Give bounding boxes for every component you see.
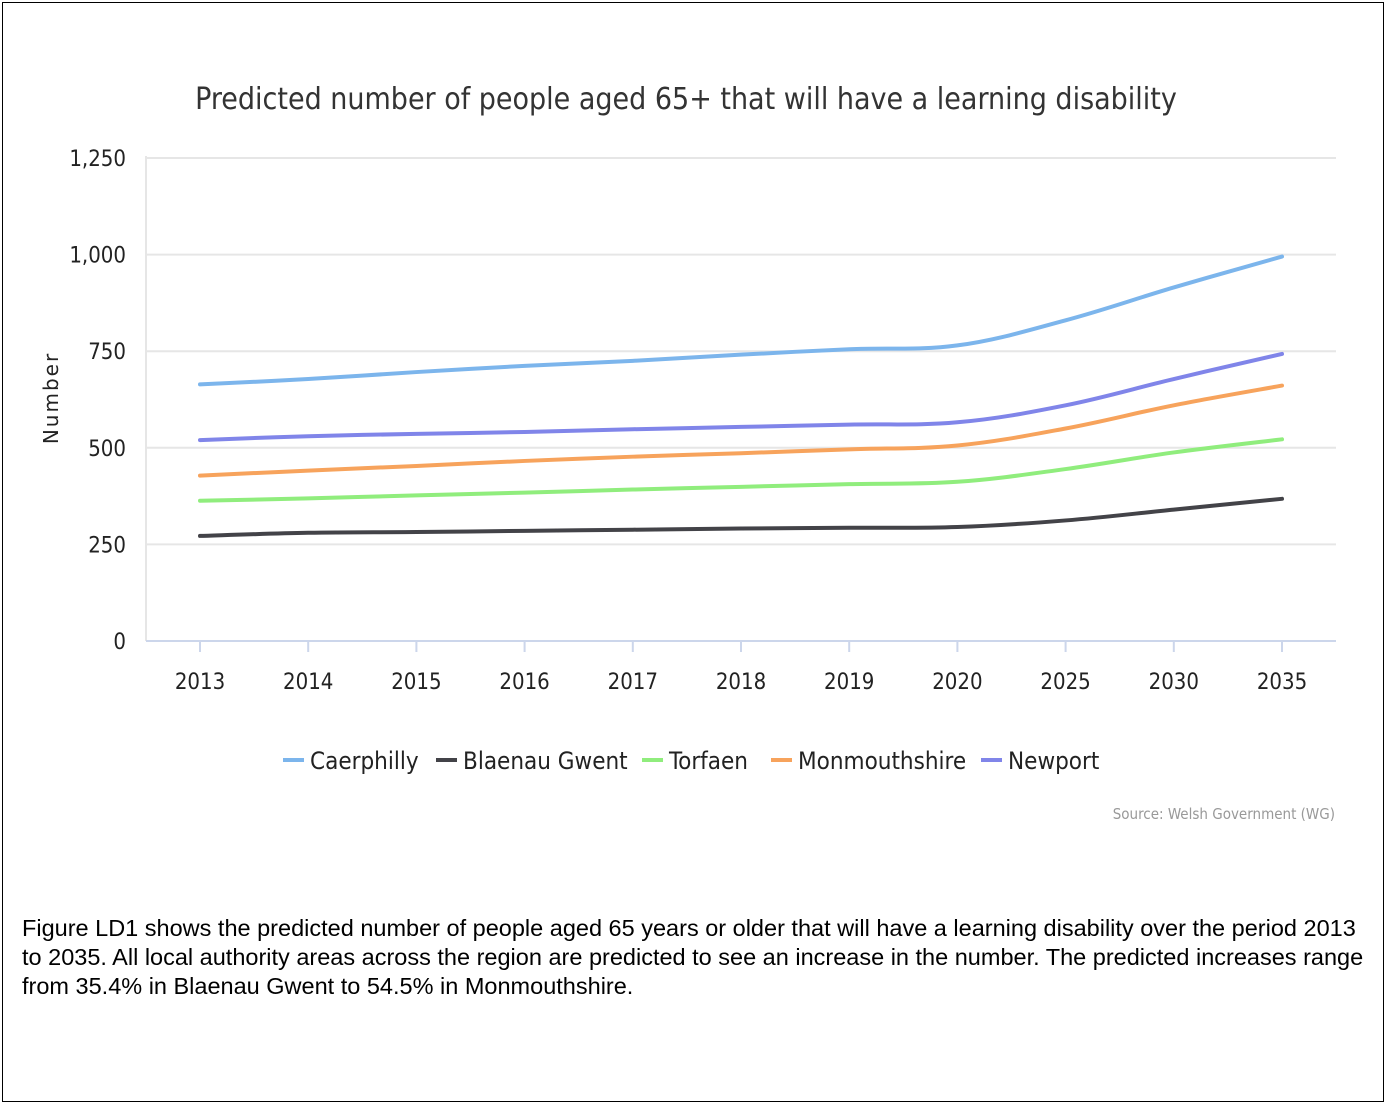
legend-item-newport[interactable]: Newport	[981, 747, 1099, 775]
chart-title: Predicted number of people aged 65+ that…	[195, 82, 1177, 117]
x-tick-label: 2014	[283, 670, 333, 695]
x-tick-label: 2025	[1040, 670, 1090, 695]
axes: 0 250 500 750 1,000 1,250 2013 2014 2015 2016 2017…	[69, 147, 1336, 695]
series-line-blaenau-gwent[interactable]	[198, 496, 1284, 538]
line-chart: Predicted number of people aged 65+ that…	[39, 82, 1336, 823]
series-line-torfaen[interactable]	[198, 437, 1284, 503]
y-tick-label: 0	[113, 630, 126, 655]
y-tick-label: 750	[88, 340, 126, 365]
figure-caption: Figure LD1 shows the predicted number of…	[22, 915, 1364, 999]
series-lines	[198, 254, 1284, 538]
legend-item-caerphilly[interactable]: Caerphilly	[283, 747, 419, 775]
legend: Caerphilly Blaenau Gwent Torfaen Monmouthsh…	[283, 747, 1099, 775]
legend-label: Caerphilly	[310, 747, 419, 775]
x-tick-label: 2017	[608, 670, 658, 695]
grid-lines	[146, 157, 1336, 546]
x-tick-label: 2016	[499, 670, 549, 695]
x-tick-label: 2015	[391, 670, 441, 695]
source-credit: Source: Welsh Government (WG)	[1113, 805, 1335, 823]
y-axis-label: Number	[39, 352, 63, 444]
y-tick-label: 250	[88, 533, 126, 558]
legend-item-monmouthshire[interactable]: Monmouthshire	[771, 747, 966, 775]
x-tick-label: 2018	[716, 670, 766, 695]
series-line-monmouthshire[interactable]	[198, 383, 1284, 478]
x-tick-label: 2030	[1149, 670, 1199, 695]
legend-item-torfaen[interactable]: Torfaen	[642, 747, 748, 775]
legend-label: Monmouthshire	[798, 747, 966, 775]
x-tick-label: 2013	[175, 670, 225, 695]
x-tick-label: 2020	[932, 670, 982, 695]
legend-label: Torfaen	[668, 747, 748, 775]
x-tick-label: 2019	[824, 670, 874, 695]
series-line-newport[interactable]	[198, 351, 1284, 443]
x-tick-label: 2035	[1257, 670, 1307, 695]
y-tick-label: 1,250	[69, 147, 126, 172]
legend-item-blaenau-gwent[interactable]: Blaenau Gwent	[436, 747, 628, 775]
y-tick-label: 500	[88, 437, 126, 462]
y-tick-label: 1,000	[69, 244, 126, 269]
legend-label: Blaenau Gwent	[463, 747, 628, 775]
series-line-caerphilly[interactable]	[198, 254, 1284, 387]
legend-label: Newport	[1008, 747, 1099, 775]
